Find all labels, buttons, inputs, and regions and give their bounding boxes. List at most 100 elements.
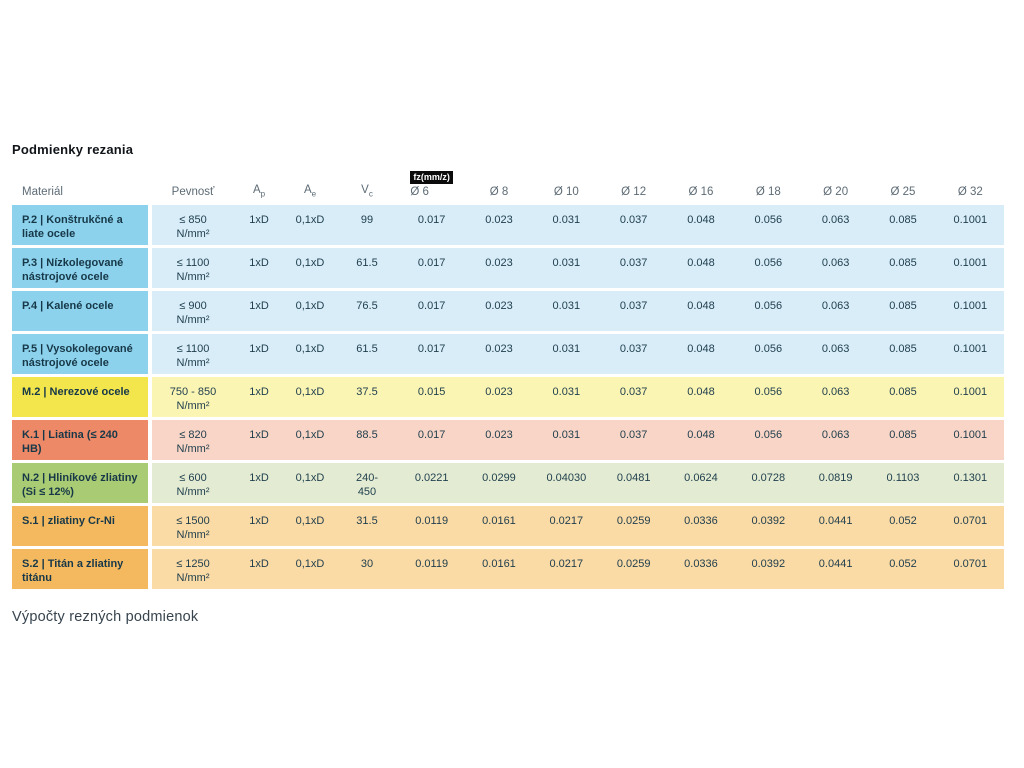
ap-value: 1xD xyxy=(234,420,284,460)
fz-d8: 0.0161 xyxy=(465,549,533,589)
strength-value: ≤ 900 N/mm² xyxy=(152,291,234,331)
fz-d16: 0.048 xyxy=(667,291,735,331)
ap-value: 1xD xyxy=(234,248,284,288)
ae-value: 0,1xD xyxy=(284,334,336,374)
fz-d25: 0.085 xyxy=(869,334,937,374)
ae-value: 0,1xD xyxy=(284,377,336,417)
ae-value: 0,1xD xyxy=(284,506,336,546)
strength-value: 750 - 850 N/mm² xyxy=(152,377,234,417)
fz-d32: 0.0701 xyxy=(936,549,1004,589)
fz-d20: 0.063 xyxy=(801,377,870,417)
fz-d20: 0.0819 xyxy=(801,463,870,503)
fz-d25: 0.085 xyxy=(869,205,937,245)
fz-d8: 0.023 xyxy=(465,291,533,331)
fz-d6: 0.0119 xyxy=(398,506,466,546)
column-header-d10: Ø 10 xyxy=(533,168,600,202)
fz-d18: 0.056 xyxy=(734,377,802,417)
column-header-ae: Ae xyxy=(284,168,336,202)
column-header-d32: Ø 32 xyxy=(937,168,1004,202)
fz-d8: 0.023 xyxy=(465,334,533,374)
column-label: Ø 16 xyxy=(688,186,714,198)
cutting-conditions-section: Podmienky rezania Materiál Pevnosť Ap Ae Vc f… xyxy=(12,142,1004,625)
fz-d12: 0.037 xyxy=(599,377,668,417)
material-name: P.3 | Nízkolegované nástrojové ocele xyxy=(12,248,152,288)
fz-d6: 0.0119 xyxy=(398,549,466,589)
ap-value: 1xD xyxy=(234,506,284,546)
fz-d18: 0.0392 xyxy=(734,549,802,589)
vc-value: 61.5 xyxy=(336,334,398,374)
column-header-d25: Ø 25 xyxy=(869,168,936,202)
vc-value: 88.5 xyxy=(336,420,398,460)
fz-d12: 0.0481 xyxy=(599,463,668,503)
strength-value: ≤ 1500 N/mm² xyxy=(152,506,234,546)
fz-d16: 0.0336 xyxy=(667,506,735,546)
column-header-d12: Ø 12 xyxy=(600,168,667,202)
material-row-1: P.2 | Konštrukčné a liate ocele ≤ 850 N/m… xyxy=(12,205,1004,245)
fz-d18: 0.0392 xyxy=(734,506,802,546)
material-row-9: S.2 | Titán a zliatiny titánu ≤ 1250 N/mm… xyxy=(12,549,1004,589)
column-header-d8: Ø 8 xyxy=(465,168,532,202)
column-label: Ø 6 xyxy=(410,186,429,198)
fz-d16: 0.0336 xyxy=(667,549,735,589)
ap-value: 1xD xyxy=(234,549,284,589)
fz-d12: 0.037 xyxy=(599,334,668,374)
table-header-row: Materiál Pevnosť Ap Ae Vc fz(mm/z) Ø 6 Ø 8 Ø 10 Ø… xyxy=(12,168,1004,202)
fz-d6: 0.0221 xyxy=(398,463,466,503)
fz-d20: 0.063 xyxy=(801,291,870,331)
fz-d25: 0.085 xyxy=(869,420,937,460)
material-row-5: M.2 | Nerezové ocele 750 - 850 N/mm² 1xD 0,… xyxy=(12,377,1004,417)
fz-d16: 0.048 xyxy=(667,205,735,245)
fz-d20: 0.063 xyxy=(801,248,870,288)
fz-d12: 0.037 xyxy=(599,248,668,288)
fz-d25: 0.085 xyxy=(869,377,937,417)
fz-d32: 0.1001 xyxy=(936,205,1004,245)
column-label: Ap xyxy=(252,183,266,198)
material-row-8: S.1 | zliatiny Cr-Ni ≤ 1500 N/mm² 1xD 0,1xD… xyxy=(12,506,1004,546)
fz-d25: 0.085 xyxy=(869,291,937,331)
strength-value: ≤ 1100 N/mm² xyxy=(152,334,234,374)
strength-value: ≤ 600 N/mm² xyxy=(152,463,234,503)
column-label: Ø 32 xyxy=(957,186,983,198)
column-header-strength: Pevnosť xyxy=(152,168,234,202)
fz-d6: 0.017 xyxy=(398,248,466,288)
material-row-2: P.3 | Nízkolegované nástrojové ocele ≤ 11… xyxy=(12,248,1004,288)
material-name: P.4 | Kalené ocele xyxy=(12,291,152,331)
vc-value: 240- 450 xyxy=(336,463,398,503)
fz-d16: 0.048 xyxy=(667,377,735,417)
ae-value: 0,1xD xyxy=(284,205,336,245)
ae-value: 0,1xD xyxy=(284,420,336,460)
fz-d12: 0.037 xyxy=(599,420,668,460)
material-name: S.2 | Titán a zliatiny titánu xyxy=(12,549,152,589)
material-name: P.5 | Vysokolegované nástrojové ocele xyxy=(12,334,152,374)
fz-d25: 0.085 xyxy=(869,248,937,288)
fz-d20: 0.0441 xyxy=(801,549,870,589)
ap-value: 1xD xyxy=(234,334,284,374)
strength-value: ≤ 1250 N/mm² xyxy=(152,549,234,589)
fz-d20: 0.0441 xyxy=(801,506,870,546)
fz-d25: 0.052 xyxy=(869,506,937,546)
material-name: N.2 | Hliníkové zliatiny (Si ≤ 12%) xyxy=(12,463,152,503)
fz-d18: 0.0728 xyxy=(734,463,802,503)
fz-d8: 0.0161 xyxy=(465,506,533,546)
fz-d6: 0.017 xyxy=(398,334,466,374)
fz-d16: 0.048 xyxy=(667,420,735,460)
fz-d10: 0.031 xyxy=(532,334,600,374)
fz-d10: 0.0217 xyxy=(532,549,600,589)
fz-d25: 0.052 xyxy=(869,549,937,589)
fz-d16: 0.048 xyxy=(667,334,735,374)
fz-d16: 0.048 xyxy=(667,248,735,288)
fz-d10: 0.031 xyxy=(532,291,600,331)
ap-value: 1xD xyxy=(234,205,284,245)
fz-d12: 0.0259 xyxy=(599,549,668,589)
fz-d8: 0.023 xyxy=(465,420,533,460)
feed-rate-unit-badge: fz(mm/z) xyxy=(410,171,453,184)
column-label: Ø 25 xyxy=(890,186,916,198)
column-label: Ø 10 xyxy=(553,186,579,198)
page-title: Podmienky rezania xyxy=(12,142,134,157)
column-label: Pevnosť xyxy=(171,186,215,198)
ae-value: 0,1xD xyxy=(284,248,336,288)
fz-d32: 0.0701 xyxy=(936,506,1004,546)
cutting-conditions-table: Materiál Pevnosť Ap Ae Vc fz(mm/z) Ø 6 Ø 8 Ø 10 Ø… xyxy=(12,165,1004,592)
fz-d18: 0.056 xyxy=(734,248,802,288)
fz-d12: 0.037 xyxy=(599,291,668,331)
